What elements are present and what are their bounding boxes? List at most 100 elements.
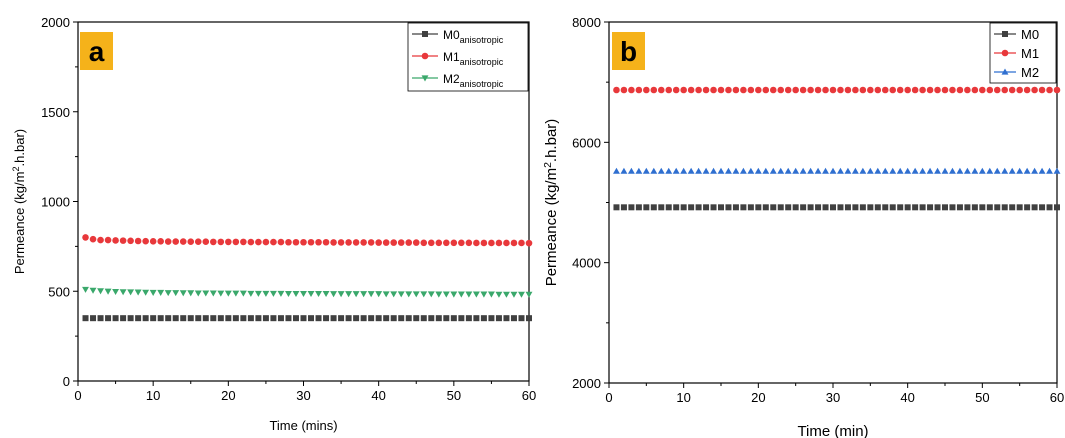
x-tick-label: 40	[900, 390, 914, 405]
data-point	[1031, 204, 1038, 211]
data-point	[157, 315, 164, 322]
data-point	[89, 235, 97, 243]
data-point	[368, 315, 375, 322]
data-point	[949, 86, 956, 94]
data-point	[390, 315, 397, 322]
data-point	[172, 315, 179, 322]
data-point	[89, 287, 97, 294]
x-tick-label: 30	[296, 388, 310, 403]
data-point	[1016, 167, 1024, 174]
data-point	[180, 315, 187, 322]
data-point	[360, 315, 367, 322]
legend: M0 M1 M2	[989, 22, 1057, 84]
legend-marker	[1002, 31, 1008, 37]
data-point	[480, 291, 488, 298]
data-point	[300, 290, 307, 298]
data-point	[986, 204, 993, 211]
data-point	[473, 315, 480, 322]
data-point	[971, 167, 979, 174]
data-point	[874, 167, 882, 174]
data-point	[792, 204, 799, 211]
y-tick-label: 4000	[572, 256, 601, 271]
data-point	[427, 291, 435, 298]
data-point	[127, 289, 135, 296]
data-point	[292, 290, 300, 298]
data-point	[755, 86, 762, 94]
data-point	[792, 86, 799, 94]
data-point	[345, 291, 353, 298]
data-point	[285, 290, 292, 298]
data-point	[770, 204, 777, 211]
data-point	[874, 204, 881, 211]
data-point	[503, 239, 510, 247]
data-point	[465, 291, 473, 298]
data-point	[635, 86, 643, 94]
data-point	[382, 291, 390, 298]
data-point	[82, 286, 89, 293]
data-point	[352, 291, 360, 298]
data-point	[942, 204, 948, 211]
x-tick-label: 10	[676, 390, 690, 405]
data-point	[97, 288, 104, 295]
data-point	[725, 204, 732, 211]
data-point	[480, 315, 487, 322]
data-point	[458, 315, 465, 322]
y-tick-label: 8000	[572, 15, 601, 30]
data-point	[435, 291, 443, 298]
series-M1	[613, 86, 1061, 94]
data-point	[443, 315, 450, 322]
data-point	[911, 86, 919, 94]
data-point	[777, 167, 785, 174]
legend: M0anisotropic M1anisotropic M2anisotropic	[407, 22, 529, 92]
data-point	[986, 86, 994, 94]
data-point	[255, 315, 262, 322]
data-point	[367, 239, 375, 246]
data-point	[971, 204, 978, 211]
data-point	[897, 204, 904, 211]
data-point	[217, 315, 224, 322]
data-point	[866, 167, 874, 174]
data-point	[390, 291, 398, 298]
data-point	[322, 238, 330, 246]
y-tick-label: 0	[63, 374, 70, 389]
data-point	[650, 167, 658, 174]
data-point	[1038, 86, 1046, 94]
panel-label: b	[620, 36, 637, 67]
data-point	[710, 167, 717, 174]
data-point	[747, 204, 754, 211]
data-point	[934, 86, 941, 94]
legend-entry: M0	[1021, 27, 1039, 42]
data-point	[285, 315, 292, 322]
data-point	[427, 239, 435, 247]
data-point	[680, 204, 687, 211]
data-point	[904, 167, 912, 174]
data-point	[142, 237, 149, 245]
data-point	[830, 204, 836, 211]
data-point	[882, 204, 889, 211]
data-point	[665, 204, 672, 211]
data-point	[232, 290, 240, 297]
data-point	[255, 238, 262, 246]
data-point	[859, 204, 866, 211]
data-point	[695, 167, 703, 174]
data-point	[926, 86, 934, 94]
data-point	[405, 239, 413, 246]
series-M2	[613, 167, 1061, 174]
data-point	[1046, 167, 1053, 174]
data-point	[82, 315, 89, 322]
data-point	[112, 289, 120, 296]
x-tick-label: 40	[371, 388, 385, 403]
data-point	[665, 167, 673, 174]
data-point	[799, 167, 807, 174]
data-point	[97, 236, 104, 244]
data-point	[353, 315, 360, 322]
data-point	[777, 204, 784, 211]
data-point	[628, 204, 635, 211]
data-point	[104, 236, 112, 244]
data-point	[979, 204, 986, 211]
data-point	[330, 239, 337, 246]
data-point	[518, 315, 525, 322]
data-point	[956, 204, 963, 211]
data-point	[104, 288, 112, 295]
data-point	[993, 86, 1001, 94]
